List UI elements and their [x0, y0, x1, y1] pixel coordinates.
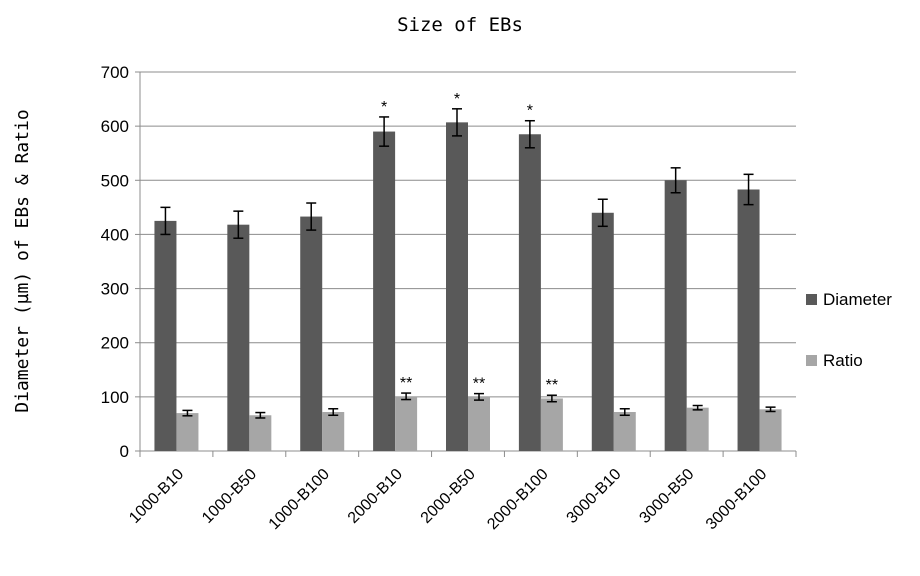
bar-ratio-2000-B10	[395, 396, 418, 451]
bar-ratio-1000-B50	[249, 415, 272, 451]
bar-diameter-1000-B100	[300, 216, 323, 451]
significance-label-ratio-2000-B100: **	[546, 377, 558, 394]
x-tick-label-3000-B100: 3000-B100	[703, 466, 770, 533]
x-tick-label-1000-B50: 1000-B50	[199, 466, 260, 527]
legend: Diameter Ratio	[806, 290, 892, 370]
significance-label-diameter-2000-B10: *	[381, 99, 387, 116]
significance-label-ratio-2000-B10: **	[400, 375, 412, 392]
bar-diameter-1000-B50	[227, 224, 250, 451]
bars	[154, 108, 782, 452]
y-tick-label-200: 200	[101, 334, 129, 353]
bar-diameter-2000-B10	[373, 131, 396, 452]
x-tick-label-3000-B10: 3000-B10	[564, 466, 625, 527]
bar-ratio-2000-B100	[540, 398, 563, 451]
bar-ratio-1000-B10	[176, 413, 199, 451]
y-axis-label: Diameter (µm) of EBs & Ratio	[12, 109, 33, 412]
legend-swatch-diameter	[806, 294, 817, 305]
bar-diameter-3000-B100	[737, 189, 760, 452]
chart-title: Size of EBs	[397, 14, 523, 36]
bar-ratio-3000-B10	[613, 412, 636, 451]
x-tick-label-3000-B50: 3000-B50	[636, 466, 697, 527]
bar-diameter-3000-B10	[591, 212, 614, 451]
bar-ratio-1000-B100	[322, 412, 345, 451]
bar-diameter-2000-B50	[446, 122, 468, 452]
x-tick-label-2000-B100: 2000-B100	[484, 466, 551, 533]
legend-label-ratio: Ratio	[823, 351, 863, 370]
bar-ratio-2000-B50	[468, 396, 490, 451]
y-tick-label-500: 500	[101, 171, 129, 190]
y-tick-label-100: 100	[101, 388, 129, 407]
legend-label-diameter: Diameter	[823, 290, 892, 309]
x-tick-label-2000-B50: 2000-B50	[418, 466, 479, 527]
legend-swatch-ratio	[806, 355, 817, 366]
x-tick-label-1000-B100: 1000-B100	[266, 466, 333, 533]
x-tick-label-1000-B10: 1000-B10	[126, 466, 187, 527]
significance-label-diameter-2000-B50: *	[454, 91, 460, 108]
y-tick-label-600: 600	[101, 117, 129, 136]
bar-diameter-2000-B100	[518, 134, 541, 451]
significance-label-ratio-2000-B50: **	[473, 376, 485, 393]
x-tick-label-2000-B10: 2000-B10	[345, 466, 406, 527]
bar-ratio-3000-B50	[686, 407, 709, 451]
y-tick-label-700: 700	[101, 63, 129, 82]
bar-diameter-1000-B10	[154, 220, 177, 451]
y-tick-label-400: 400	[101, 225, 129, 244]
significance-label-diameter-2000-B100: *	[527, 103, 533, 120]
y-tick-label-300: 300	[101, 280, 129, 299]
bar-diameter-3000-B50	[664, 180, 687, 452]
y-tick-label-0: 0	[120, 442, 129, 461]
bar-ratio-3000-B100	[759, 409, 782, 451]
